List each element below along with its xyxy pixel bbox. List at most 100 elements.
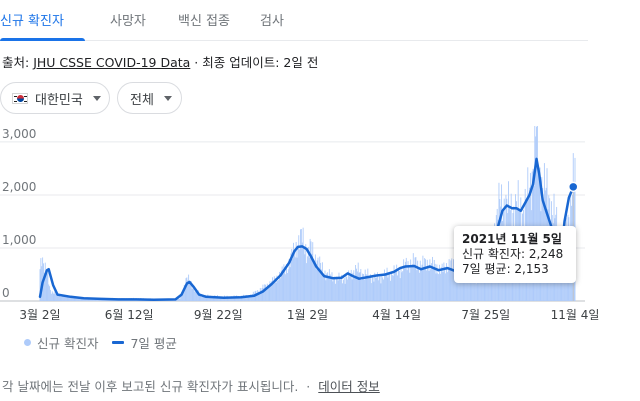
- case-bar: [478, 280, 480, 301]
- case-bar: [45, 271, 47, 301]
- case-bar: [382, 277, 384, 301]
- case-bar: [446, 263, 447, 301]
- case-bar: [295, 241, 297, 301]
- case-bar: [423, 266, 425, 301]
- case-bar: [459, 272, 461, 301]
- case-bar: [265, 284, 266, 301]
- case-bar: [396, 264, 398, 301]
- case-bar: [324, 270, 326, 301]
- case-bar: [213, 296, 215, 301]
- case-bar: [401, 272, 403, 301]
- case-bar: [397, 268, 399, 301]
- case-bar: [536, 126, 537, 301]
- case-bar: [301, 242, 303, 301]
- case-bar: [239, 297, 241, 301]
- case-bar: [68, 296, 70, 301]
- case-bar: [258, 291, 259, 301]
- case-bar: [58, 295, 60, 301]
- case-bar: [256, 293, 258, 301]
- case-bar: [476, 278, 478, 301]
- case-bar: [320, 262, 322, 301]
- case-bar: [187, 280, 189, 301]
- case-bar: [91, 298, 93, 301]
- case-bar: [48, 284, 50, 301]
- case-bar: [52, 292, 54, 301]
- case-bar: [474, 281, 475, 301]
- case-bar: [337, 280, 339, 301]
- x-tick-label: 1월 2일: [287, 308, 328, 322]
- case-bar: [349, 275, 351, 301]
- case-bar: [204, 294, 206, 301]
- case-bar: [77, 298, 79, 301]
- tab-tests[interactable]: 검사: [260, 14, 284, 29]
- source-link[interactable]: JHU CSSE COVID-19 Data: [33, 55, 191, 70]
- case-bar: [427, 267, 429, 301]
- case-bar: [358, 272, 360, 301]
- case-bar: [67, 297, 69, 301]
- bar-legend-swatch: [24, 339, 31, 346]
- case-bar: [425, 270, 427, 301]
- case-bar: [227, 297, 229, 301]
- case-bar: [414, 257, 416, 301]
- case-bar: [293, 251, 295, 301]
- case-bar: [369, 275, 371, 301]
- case-bar: [416, 270, 418, 301]
- case-bar: [178, 298, 180, 301]
- case-bar: [326, 273, 328, 301]
- case-bar: [50, 293, 52, 301]
- case-bar: [71, 297, 73, 301]
- tab-vaccinations[interactable]: 백신 접종: [178, 14, 230, 29]
- case-bar: [362, 273, 364, 301]
- case-bar: [340, 279, 342, 301]
- region-dropdown[interactable]: 전체: [117, 82, 182, 114]
- case-bar: [399, 278, 401, 301]
- case-bar: [376, 272, 378, 301]
- case-bar: [80, 297, 82, 301]
- case-bar: [467, 271, 469, 301]
- case-bar: [394, 272, 396, 301]
- case-bar: [439, 264, 440, 301]
- case-bar: [481, 276, 482, 301]
- case-bar: [355, 264, 357, 301]
- tab-deaths[interactable]: 사망자: [110, 14, 146, 29]
- x-tick-label: 3월 2일: [19, 308, 60, 322]
- case-bar: [189, 282, 191, 301]
- tab-new-cases[interactable]: 신규 확진자: [0, 14, 64, 29]
- case-bar: [75, 297, 77, 301]
- case-bar: [288, 259, 290, 301]
- highlight-point: [568, 181, 579, 193]
- case-bar: [441, 263, 443, 301]
- case-bar: [63, 296, 65, 301]
- country-dropdown[interactable]: 대한민국: [0, 82, 110, 114]
- case-bar: [471, 278, 473, 301]
- case-bar: [384, 275, 386, 301]
- case-bar: [267, 286, 269, 301]
- x-tick-label: 9월 22일: [194, 308, 243, 322]
- legend-new-cases: 신규 확진자: [37, 336, 99, 351]
- case-bar: [356, 271, 358, 301]
- case-bar: [463, 270, 465, 301]
- case-bar: [53, 294, 55, 301]
- case-bar: [397, 275, 398, 301]
- average-line: [38, 157, 577, 301]
- case-bar: [279, 271, 280, 301]
- case-bar: [450, 260, 452, 301]
- case-bar: [452, 268, 454, 301]
- case-bar: [419, 260, 421, 301]
- data-info-link[interactable]: 데이터 정보: [318, 379, 380, 394]
- case-bar: [231, 296, 233, 301]
- case-bar: [408, 265, 410, 301]
- case-bar: [205, 295, 207, 301]
- case-bar: [319, 256, 321, 301]
- case-bar: [56, 294, 58, 301]
- case-bar: [296, 257, 298, 301]
- footnote-separator: ·: [306, 379, 311, 394]
- case-bar: [344, 283, 346, 301]
- case-bar: [437, 273, 439, 301]
- x-tick-label: 6월 12일: [105, 308, 154, 322]
- case-bar: [257, 290, 259, 301]
- case-bar: [469, 270, 471, 301]
- case-bar: [418, 272, 420, 301]
- case-bar: [272, 282, 274, 301]
- case-bar: [432, 256, 433, 301]
